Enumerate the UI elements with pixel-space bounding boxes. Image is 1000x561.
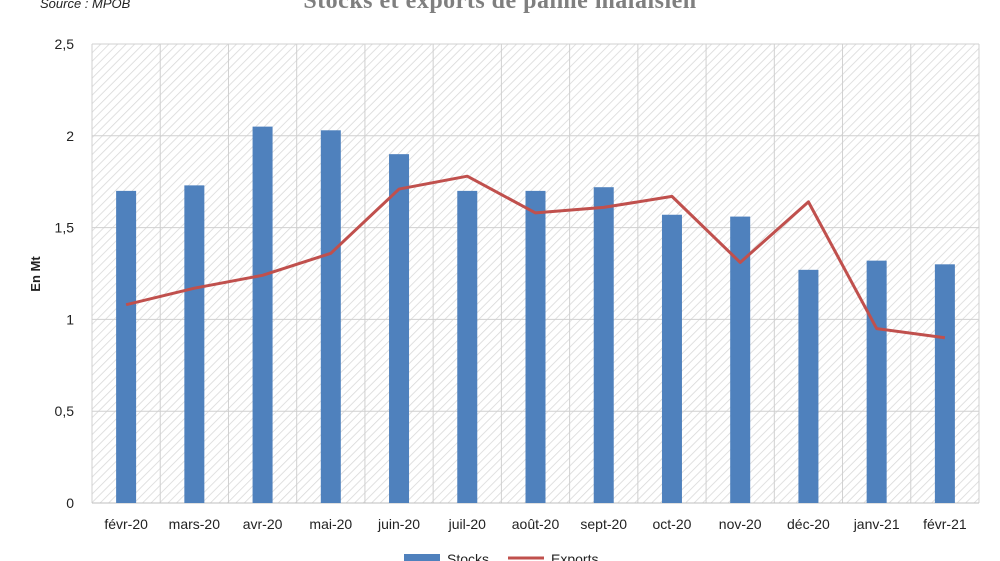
y-tick-label: 2,5 xyxy=(55,36,75,52)
stocks-bar xyxy=(866,260,887,503)
x-tick-label: mars-20 xyxy=(169,516,221,532)
x-axis-ticks: févr-20 mars-20 avr-20 mai-20 juin-20 juil-20… xyxy=(104,516,967,532)
stocks-bar xyxy=(730,216,751,504)
legend-stocks-swatch xyxy=(404,554,440,561)
legend-stocks-label: Stocks xyxy=(447,551,489,561)
y-axis-label: En Mt xyxy=(28,256,43,292)
stocks-bar xyxy=(798,269,819,503)
x-tick-label: oct-20 xyxy=(653,516,692,532)
x-tick-label: févr-21 xyxy=(923,516,967,532)
legend: Stocks Exports xyxy=(404,551,598,561)
y-tick-label: 2 xyxy=(66,128,74,144)
exports-series xyxy=(125,174,946,340)
stocks-bar xyxy=(525,190,546,503)
stocks-bar xyxy=(116,190,137,503)
x-tick-label: janv-21 xyxy=(853,516,900,532)
y-tick-label: 1 xyxy=(66,311,74,327)
x-tick-label: juil-20 xyxy=(448,516,487,532)
stocks-bar xyxy=(934,264,955,503)
x-tick-label: mai-20 xyxy=(309,516,352,532)
y-axis-ticks: 0 0,5 1 1,5 2 2,5 xyxy=(55,36,75,511)
x-tick-label: avr-20 xyxy=(243,516,283,532)
y-tick-label: 1,5 xyxy=(55,220,75,236)
gridlines xyxy=(91,43,980,504)
stocks-bar xyxy=(252,126,273,504)
legend-exports-label: Exports xyxy=(551,551,598,561)
stocks-bar xyxy=(593,187,614,503)
source-note: Source : MPOB xyxy=(40,0,131,11)
x-tick-label: déc-20 xyxy=(787,516,830,532)
stocks-bar xyxy=(184,185,205,503)
x-tick-label: nov-20 xyxy=(719,516,762,532)
y-tick-label: 0 xyxy=(66,495,74,511)
stocks-bar xyxy=(389,154,410,503)
chart-title: Stocks et exports de palme malaisien xyxy=(303,0,697,14)
y-tick-label: 0,5 xyxy=(55,403,75,419)
stocks-bar xyxy=(320,130,341,504)
stocks-bar xyxy=(661,214,682,504)
stocks-bar xyxy=(457,190,478,503)
x-tick-label: sept-20 xyxy=(580,516,627,532)
x-tick-label: juin-20 xyxy=(377,516,420,532)
x-tick-label: août-20 xyxy=(512,516,560,532)
exports-line xyxy=(125,174,946,340)
x-tick-label: févr-20 xyxy=(104,516,148,532)
